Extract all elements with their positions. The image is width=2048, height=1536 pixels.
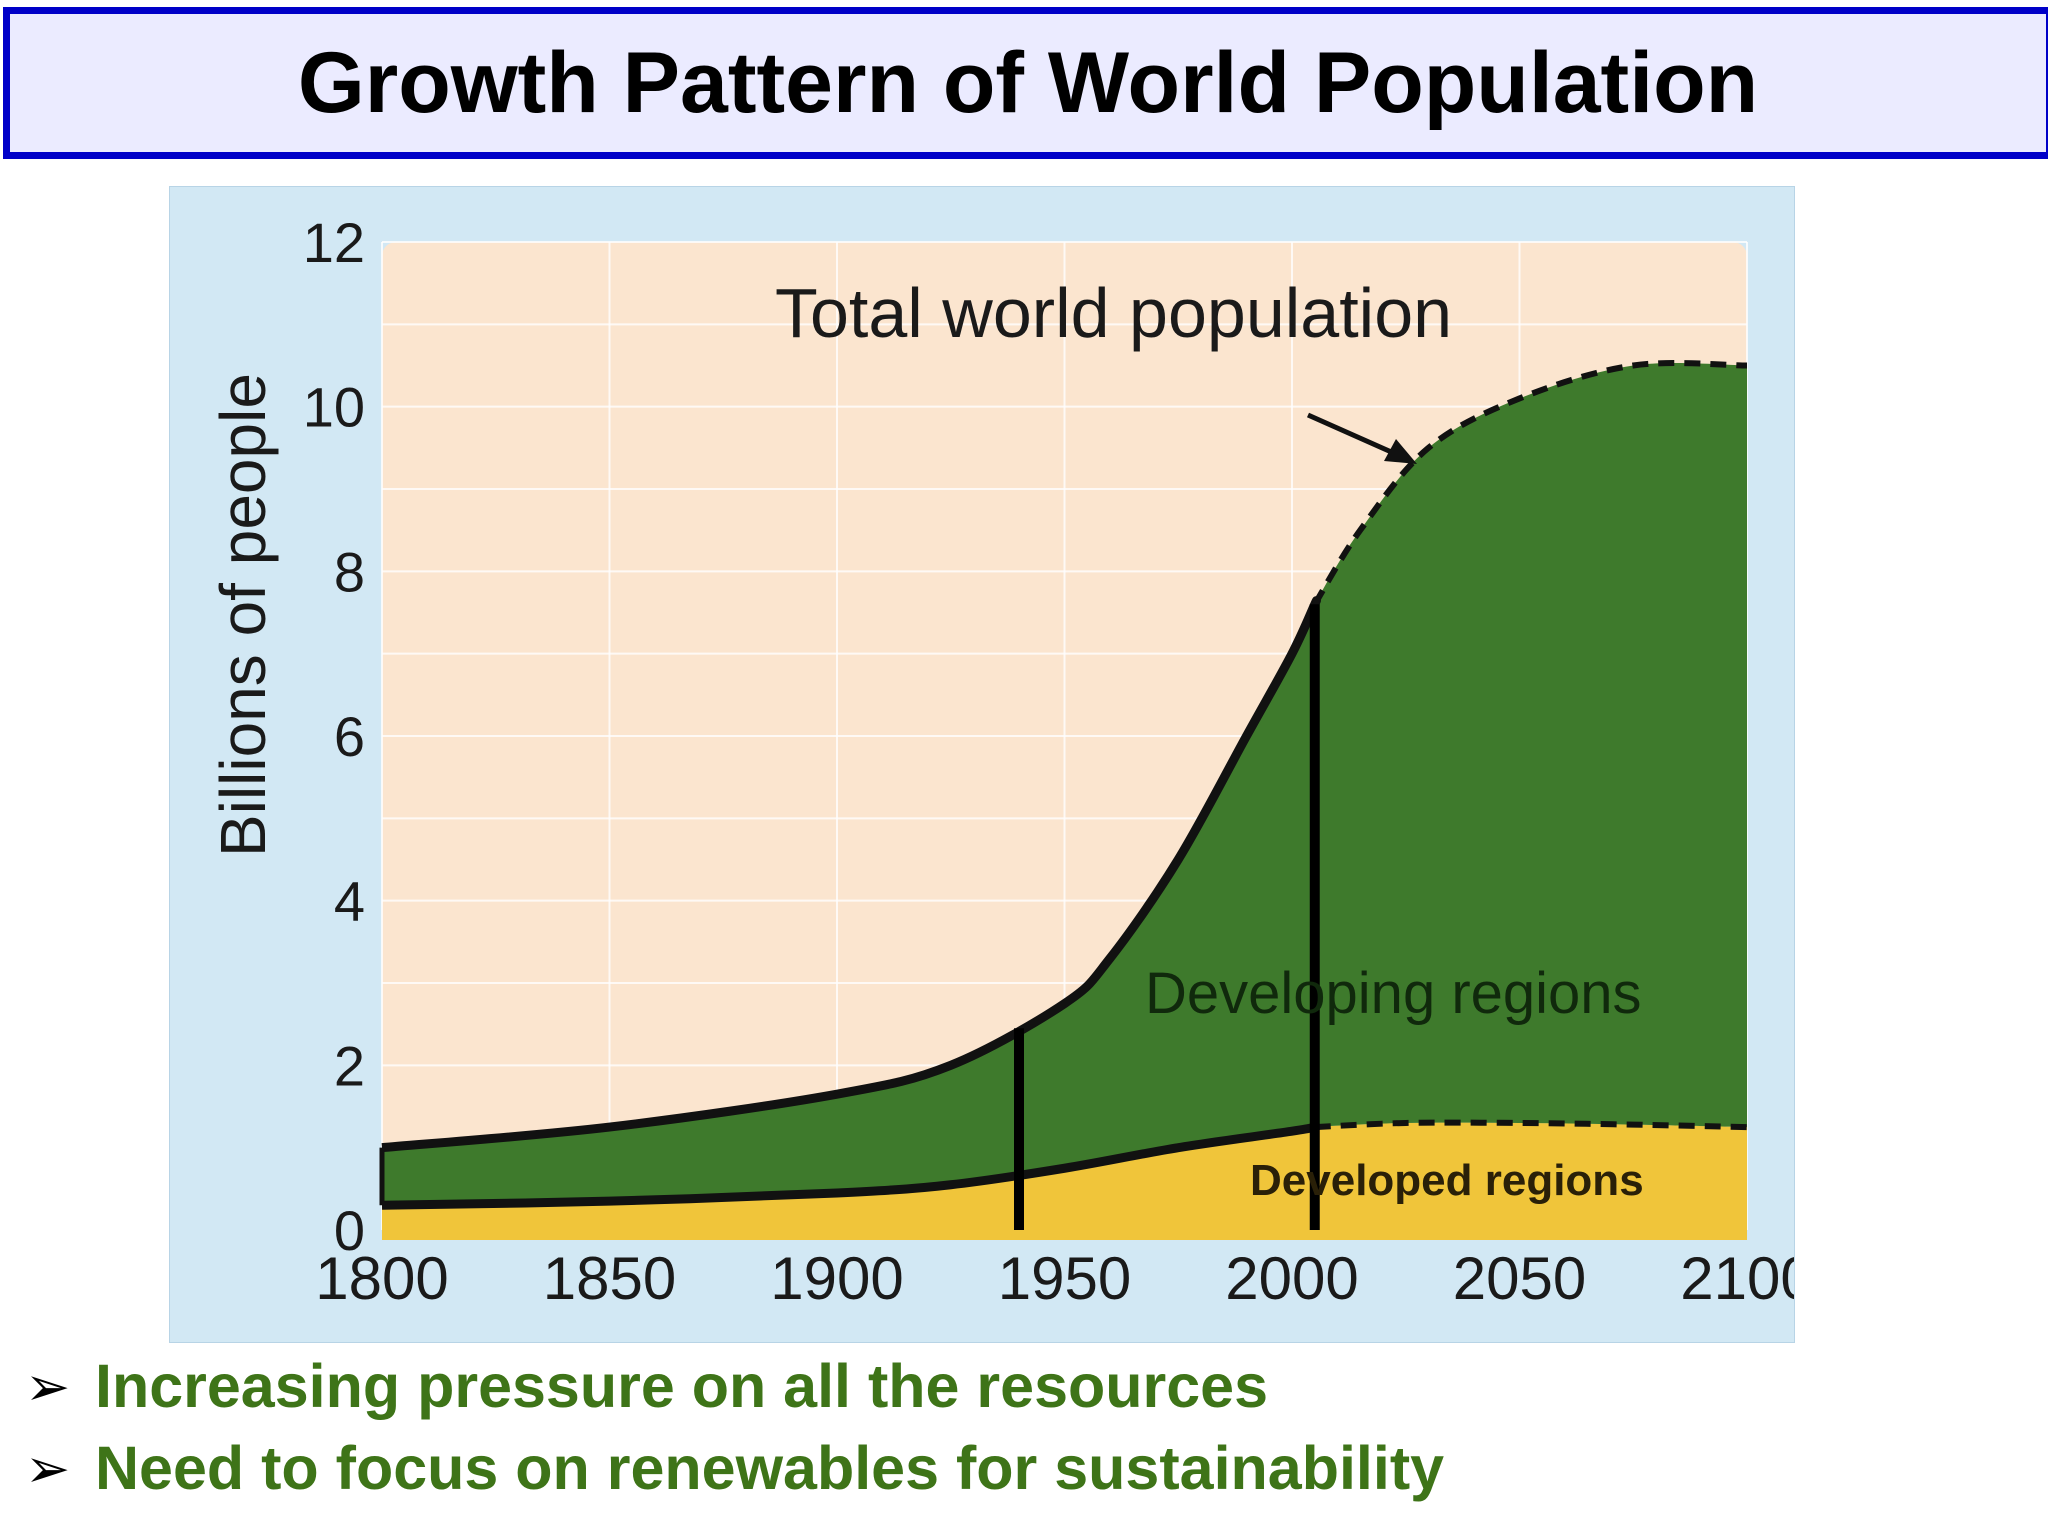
bullet-item: ➢ Need to focus on renewables for sustai… [25,1427,2025,1509]
y-tick-label: 2 [334,1034,365,1097]
total-population-projection-line [1312,360,1748,606]
x-tick-label: 1950 [998,1245,1131,1312]
x-tick-label: 1900 [770,1245,903,1312]
total-population-label: Total world population [775,274,1452,352]
slide-title: Growth Pattern of World Population [297,34,1759,131]
x-tick-label: 2050 [1453,1245,1586,1312]
arrow-bullet-icon: ➢ [25,1356,71,1417]
y-tick-label: 0 [334,1199,365,1262]
y-tick-label: 4 [334,870,365,933]
bullet-text: Increasing pressure on all the resources [95,1352,1269,1420]
developed-regions-line [381,1122,1321,1210]
bullet-item: ➢ Increasing pressure on all the resourc… [25,1345,2025,1427]
population-chart: Total world population Developing regions… [207,211,1794,1312]
developing-regions-label: Developing regions [1145,961,1642,1026]
y-tick-label: 10 [303,376,365,439]
chart-panel: Total world population Developing regions… [169,186,1795,1343]
arrow-bullet-icon: ➢ [25,1438,71,1499]
developed-area [382,1122,1747,1240]
annotation-arrow-head-icon [1384,439,1417,464]
bullet-text: Need to focus on renewables for sustaina… [95,1434,1445,1502]
title-banner: Growth Pattern of World Population [3,7,2048,159]
developed-regions-label: Developed regions [1250,1156,1644,1205]
bullet-list: ➢ Increasing pressure on all the resourc… [25,1345,2025,1509]
x-tick-label: 1850 [543,1245,676,1312]
total-population-line [381,596,1321,1153]
developing-area [382,363,1747,1206]
y-axis-title: Billions of people [207,373,279,857]
developed-regions-projection-line [1314,1119,1748,1131]
x-tick-label: 2000 [1225,1245,1358,1312]
annotation-arrow-shaft [1306,412,1400,458]
y-tick-label: 6 [334,705,365,768]
y-tick-label: 8 [334,540,365,603]
x-tick-label: 1800 [315,1245,448,1312]
y-tick-label: 12 [303,211,365,274]
